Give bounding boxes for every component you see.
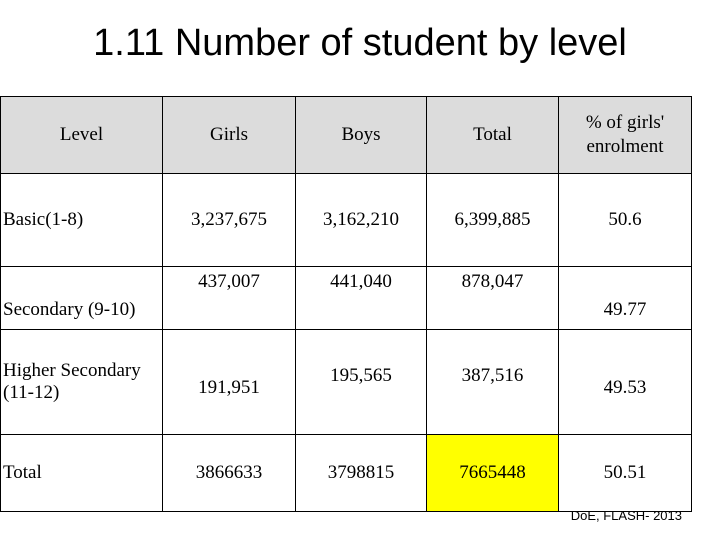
cell-total: 878,047 bbox=[426, 266, 559, 330]
header-boys: Boys bbox=[295, 96, 427, 174]
cell-boys: 195,565 bbox=[295, 329, 427, 435]
header-total: Total bbox=[426, 96, 559, 174]
cell-girls-percent: 49.53 bbox=[558, 329, 692, 435]
row-level-label: Basic(1-8) bbox=[0, 173, 163, 267]
row-level-label: Total bbox=[0, 434, 163, 512]
row-level-label: Secondary (9-10) bbox=[0, 266, 163, 330]
header-level: Level bbox=[0, 96, 163, 174]
cell-girls-percent: 50.6 bbox=[558, 173, 692, 267]
table-row: Total 3866633 3798815 7665448 50.51 bbox=[0, 434, 692, 512]
source-note: DoE, FLASH- 2013 bbox=[570, 508, 682, 523]
table-row: Secondary (9-10) 437,007 441,040 878,047… bbox=[0, 266, 692, 330]
cell-total: 387,516 bbox=[426, 329, 559, 435]
cell-total: 6,399,885 bbox=[426, 173, 559, 267]
student-level-table: Level Girls Boys Total % of girls' enrol… bbox=[0, 96, 692, 512]
page-title: 1.11 Number of student by level bbox=[93, 22, 627, 64]
cell-boys: 3798815 bbox=[295, 434, 427, 512]
cell-girls: 437,007 bbox=[162, 266, 296, 330]
table-row: Higher Secondary (11-12) 191,951 195,565… bbox=[0, 329, 692, 435]
cell-boys: 3,162,210 bbox=[295, 173, 427, 267]
cell-total-highlighted: 7665448 bbox=[426, 434, 559, 512]
table-header-row: Level Girls Boys Total % of girls' enrol… bbox=[0, 96, 692, 174]
header-girls: Girls bbox=[162, 96, 296, 174]
cell-boys: 441,040 bbox=[295, 266, 427, 330]
cell-girls: 191,951 bbox=[162, 329, 296, 435]
table-row: Basic(1-8) 3,237,675 3,162,210 6,399,885… bbox=[0, 173, 692, 267]
cell-girls: 3,237,675 bbox=[162, 173, 296, 267]
header-girls-percent: % of girls' enrolment bbox=[558, 96, 692, 174]
cell-girls: 3866633 bbox=[162, 434, 296, 512]
row-level-label: Higher Secondary (11-12) bbox=[0, 329, 163, 435]
cell-girls-percent: 50.51 bbox=[558, 434, 692, 512]
cell-girls-percent: 49.77 bbox=[558, 266, 692, 330]
